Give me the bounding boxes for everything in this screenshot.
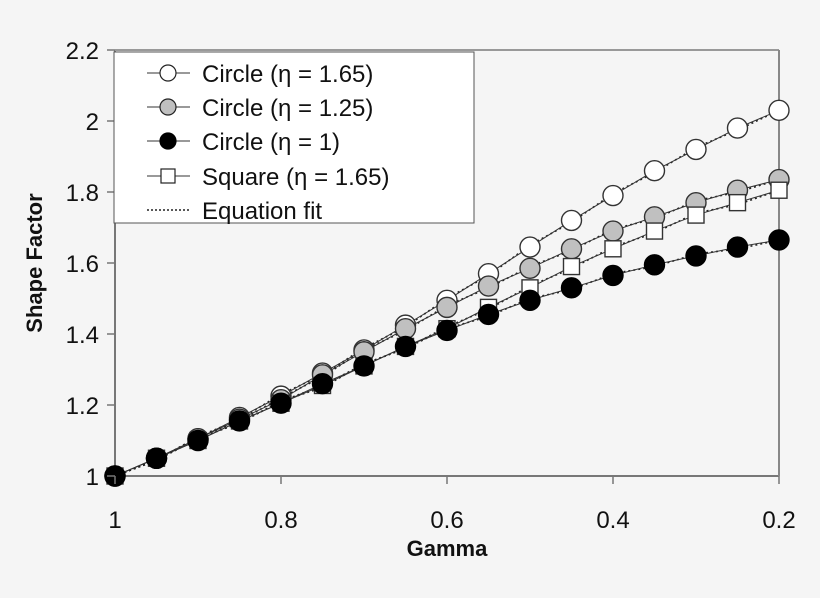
- circle-marker: [560, 209, 583, 232]
- equation-fit-lines: [114, 109, 780, 477]
- x-tick-label: 1: [108, 507, 121, 534]
- circle-marker: [685, 245, 707, 267]
- circle-marker: [602, 264, 624, 287]
- circle-marker: [477, 303, 500, 326]
- circle-marker: [394, 335, 417, 358]
- filled-circle-icon: [159, 132, 177, 150]
- circle-marker: [643, 159, 666, 182]
- legend-item-equation-fit: Equation fit: [147, 198, 322, 225]
- y-tick-label: 1.6: [66, 251, 99, 278]
- circle-marker: [187, 429, 209, 452]
- circle-marker: [726, 236, 749, 258]
- legend-label: Circle (η = 1.25): [202, 95, 373, 122]
- square-marker: [770, 181, 788, 199]
- square-marker: [604, 240, 622, 258]
- legend-label: Equation fit: [202, 198, 322, 225]
- circle-marker: [436, 296, 458, 319]
- circle-marker: [228, 410, 251, 432]
- circle-marker: [270, 392, 292, 414]
- circle-marker: [145, 447, 168, 469]
- y-tick-label: 1.4: [66, 322, 99, 349]
- circle-marker: [394, 317, 417, 340]
- x-axis-ticks: 1 0.8 0.6 0.4 0.2: [108, 476, 796, 534]
- legend-label: Circle (η = 1): [202, 129, 340, 156]
- circle-marker: [436, 319, 458, 342]
- y-tick-label: 2: [86, 109, 99, 136]
- y-tick-label: 1.8: [66, 180, 99, 207]
- circle-marker: [519, 289, 541, 311]
- square-marker: [687, 206, 705, 224]
- circle-marker: [353, 355, 375, 377]
- x-tick-label: 0.6: [430, 507, 463, 534]
- x-axis-title: Gamma: [407, 536, 488, 561]
- gray-circle-icon: [159, 98, 177, 116]
- y-tick-label: 1: [86, 464, 99, 491]
- circle-marker: [560, 277, 583, 299]
- x-tick-label: 0.8: [264, 507, 297, 534]
- y-tick-label: 2.2: [66, 38, 99, 65]
- circle-marker: [560, 238, 583, 260]
- square-marker: [728, 193, 747, 212]
- circle-marker: [602, 220, 624, 242]
- circle-marker: [477, 275, 500, 297]
- legend: Circle (η = 1.65) Circle (η = 1.25) Circ…: [113, 51, 475, 225]
- legend-item-circle-1-65: Circle (η = 1.65): [147, 61, 373, 88]
- data-markers: [104, 99, 790, 487]
- legend-item-circle-1: Circle (η = 1): [147, 129, 340, 156]
- circle-marker: [726, 117, 749, 139]
- y-axis-title: Shape Factor: [22, 193, 47, 333]
- circle-marker: [602, 184, 624, 207]
- legend-item-circle-1-25: Circle (η = 1.25): [147, 95, 373, 122]
- circle-marker: [311, 373, 334, 395]
- legend-item-square-1-65: Square (η = 1.65): [147, 164, 389, 191]
- y-axis-ticks: 1 1.2 1.4 1.6 1.8 2 2.2: [66, 38, 115, 491]
- circle-marker: [768, 229, 790, 251]
- x-tick-label: 0.4: [596, 507, 629, 534]
- circle-marker: [768, 99, 790, 122]
- open-circle-icon: [159, 64, 177, 82]
- circle-marker: [643, 254, 666, 276]
- open-square-icon: [160, 168, 176, 184]
- legend-label: Square (η = 1.65): [202, 164, 389, 191]
- x-tick-label: 0.2: [762, 507, 795, 534]
- y-tick-label: 1.2: [66, 393, 99, 420]
- circle-marker: [685, 138, 707, 161]
- circle-marker: [519, 257, 541, 280]
- square-marker: [562, 257, 581, 276]
- square-marker: [645, 222, 664, 240]
- legend-label: Circle (η = 1.65): [202, 61, 373, 88]
- circle-marker: [519, 236, 541, 258]
